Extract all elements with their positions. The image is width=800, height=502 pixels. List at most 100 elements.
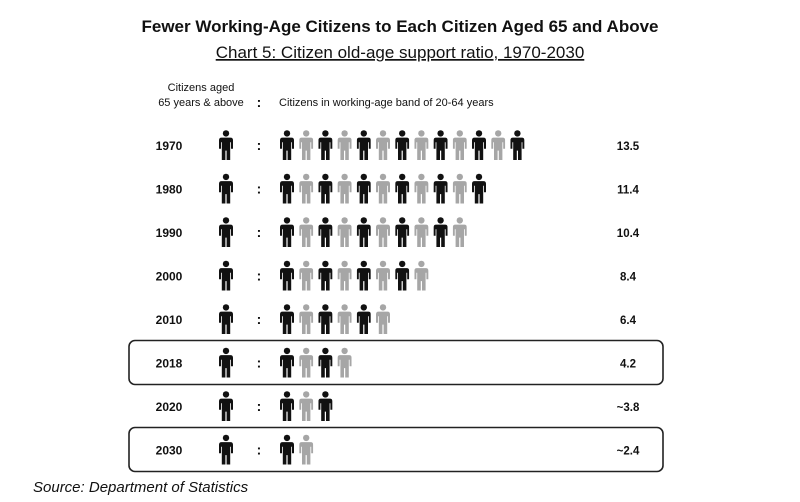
working-age-person-icon bbox=[299, 130, 314, 160]
chart-subtitle: Chart 5: Citizen old-age support ratio, … bbox=[216, 43, 585, 62]
working-age-person-icon bbox=[280, 304, 294, 334]
working-age-person-icon bbox=[318, 347, 333, 378]
source-note: Source: Department of Statistics bbox=[33, 479, 249, 496]
working-age-person-icon bbox=[414, 260, 429, 291]
year-label: 2010 bbox=[156, 313, 183, 327]
row-separator: : bbox=[257, 137, 262, 153]
partial-person-icon bbox=[529, 130, 537, 160]
working-age-person-icon bbox=[452, 217, 467, 247]
working-age-person-icon bbox=[299, 304, 314, 334]
working-age-person-icon bbox=[337, 260, 352, 291]
row-separator: : bbox=[257, 311, 262, 327]
year-label: 2000 bbox=[156, 270, 183, 284]
working-age-person-icon bbox=[299, 260, 314, 291]
row-separator: : bbox=[257, 442, 262, 458]
year-label: 2030 bbox=[156, 444, 183, 458]
elderly-person-icon bbox=[219, 217, 233, 247]
partial-person-icon bbox=[491, 173, 497, 204]
year-label: 2020 bbox=[156, 400, 183, 414]
partial-person-icon bbox=[337, 391, 349, 421]
ratio-value: 8.4 bbox=[620, 272, 637, 284]
working-age-person-icon bbox=[318, 173, 333, 204]
left-header-line-1: Citizens aged bbox=[168, 82, 235, 94]
elderly-person-icon bbox=[219, 130, 233, 160]
highlight-frame-2018 bbox=[128, 339, 664, 386]
working-age-person-icon bbox=[433, 217, 448, 247]
working-age-person-icon bbox=[452, 130, 467, 160]
elderly-person-icon bbox=[219, 434, 233, 465]
working-age-person-icon bbox=[395, 260, 410, 291]
ratio-value: ~3.8 bbox=[617, 402, 640, 414]
working-age-person-icon bbox=[299, 434, 314, 465]
ratio-value: 11.4 bbox=[617, 185, 639, 197]
working-age-person-icon bbox=[472, 173, 486, 204]
working-age-person-icon bbox=[318, 130, 333, 160]
working-age-person-icon bbox=[472, 130, 486, 160]
working-age-person-icon bbox=[376, 260, 390, 291]
working-age-person-icon bbox=[414, 173, 429, 204]
left-header-line-2: 65 years & above bbox=[158, 97, 244, 109]
working-age-person-icon bbox=[280, 217, 294, 247]
ratio-value: ~2.4 bbox=[617, 446, 640, 458]
working-age-person-icon bbox=[395, 217, 410, 247]
working-age-person-icon bbox=[318, 260, 333, 291]
working-age-person-icon bbox=[280, 173, 294, 204]
working-age-person-icon bbox=[376, 217, 390, 247]
working-age-person-icon bbox=[356, 130, 371, 160]
row-separator: : bbox=[257, 224, 262, 240]
working-age-person-icon bbox=[356, 260, 371, 291]
ratio-value: 6.4 bbox=[620, 315, 637, 327]
row-separator: : bbox=[257, 181, 262, 197]
working-age-person-icon bbox=[318, 391, 333, 421]
elderly-person-icon bbox=[219, 173, 233, 204]
elderly-person-icon bbox=[219, 260, 233, 291]
elderly-person-icon bbox=[219, 304, 233, 334]
working-age-person-icon bbox=[299, 391, 314, 421]
working-age-person-icon bbox=[337, 304, 352, 334]
working-age-person-icon bbox=[433, 173, 448, 204]
chart-title: Fewer Working-Age Citizens to Each Citiz… bbox=[141, 17, 658, 36]
highlight-frame-2030 bbox=[128, 426, 664, 473]
partial-person-icon bbox=[395, 304, 401, 334]
ratio-value: 10.4 bbox=[617, 228, 640, 240]
working-age-person-icon bbox=[414, 217, 429, 247]
working-age-person-icon bbox=[376, 130, 390, 160]
working-age-person-icon bbox=[337, 130, 352, 160]
working-age-person-icon bbox=[414, 130, 429, 160]
elderly-person-icon bbox=[219, 391, 233, 421]
pictograph-rows: 1970: 13.5 1980: 11.4 1990: 10.4 2000: 8.4 2010:… bbox=[128, 130, 664, 473]
working-age-person-icon bbox=[337, 347, 352, 378]
working-age-person-icon bbox=[299, 217, 314, 247]
working-age-person-icon bbox=[280, 347, 294, 378]
row-separator: : bbox=[257, 268, 262, 284]
working-age-person-icon bbox=[280, 434, 294, 465]
working-age-person-icon bbox=[491, 130, 506, 160]
working-age-person-icon bbox=[376, 173, 390, 204]
working-age-person-icon bbox=[452, 173, 467, 204]
right-header: Citizens in working-age band of 20-64 ye… bbox=[279, 97, 494, 109]
working-age-person-icon bbox=[356, 304, 371, 334]
working-age-person-icon bbox=[395, 173, 410, 204]
working-age-person-icon bbox=[337, 173, 352, 204]
working-age-person-icon bbox=[433, 130, 448, 160]
working-age-person-icon bbox=[356, 173, 371, 204]
working-age-person-icon bbox=[280, 391, 294, 421]
partial-person-icon bbox=[472, 217, 478, 247]
working-age-person-icon bbox=[337, 217, 352, 247]
year-label: 1990 bbox=[156, 226, 183, 240]
working-age-person-icon bbox=[510, 130, 525, 160]
ratio-value: 4.2 bbox=[620, 359, 636, 371]
working-age-person-icon bbox=[318, 304, 333, 334]
partial-person-icon bbox=[318, 434, 324, 465]
working-age-person-icon bbox=[318, 217, 333, 247]
partial-person-icon bbox=[356, 347, 360, 378]
row-separator: : bbox=[257, 355, 262, 371]
year-label: 2018 bbox=[156, 357, 183, 371]
elderly-person-icon bbox=[219, 347, 233, 378]
working-age-person-icon bbox=[280, 260, 294, 291]
header-separator: : bbox=[257, 94, 262, 110]
working-age-person-icon bbox=[299, 347, 314, 378]
working-age-person-icon bbox=[395, 130, 410, 160]
